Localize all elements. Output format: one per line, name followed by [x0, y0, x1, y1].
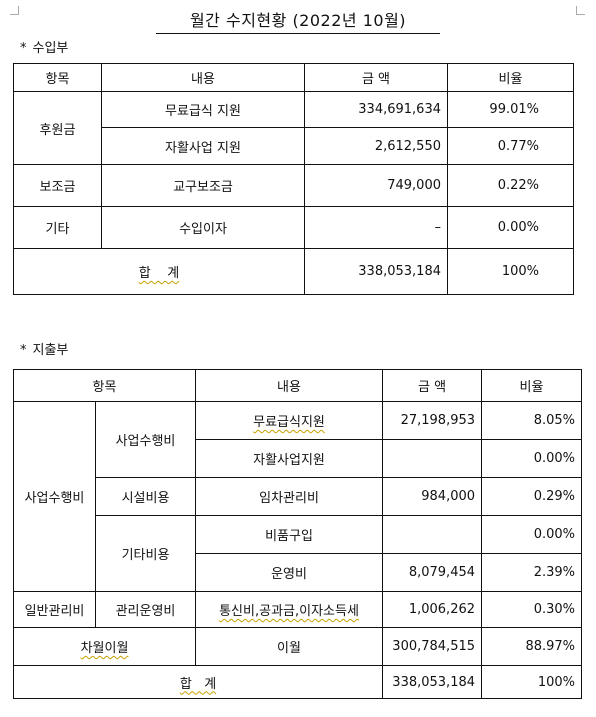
row-amount: 1,006,262	[382, 591, 483, 628]
row-ratio: 0.29%	[481, 477, 583, 516]
document-title: 월간 수지현황 (2022년 10월)	[156, 10, 440, 34]
income-section-label: 수입부	[32, 41, 69, 56]
total-ratio: 100%	[481, 665, 583, 699]
header-ratio: 비율	[481, 369, 583, 402]
carryover-label: 차월이월	[12, 627, 197, 666]
page-corner-mark-left	[10, 6, 19, 15]
row-amount	[382, 439, 483, 478]
carryover-amount: 300,784,515	[382, 627, 483, 666]
row-ratio: 2.39%	[481, 553, 583, 592]
total-ratio: 100%	[447, 248, 574, 295]
page-corner-mark-right	[576, 6, 585, 15]
table-row: 보조금 교구보조금 749,000 0.22%	[13, 164, 574, 207]
row-content: 임차관리비	[195, 477, 384, 516]
expense-section-title: * 지출부	[20, 343, 68, 359]
table-row: 자활사업 지원 2,612,550 0.77%	[14, 127, 574, 165]
row-ratio: 8.05%	[481, 401, 583, 440]
header-ratio: 비율	[447, 63, 574, 92]
income-section-title: * 수입부	[20, 41, 68, 57]
row-amount: 984,000	[382, 477, 483, 516]
income-table: 항목 내용 금 액 비율 후원금 무료급식 지원 334,691,634 99.…	[13, 63, 574, 295]
group-business: 사업수행비	[13, 401, 96, 592]
row-amount: 334,691,634	[304, 91, 448, 128]
total-label: 합 계	[13, 248, 305, 295]
header-content: 내용	[101, 63, 305, 92]
row-content: 비품구입	[195, 515, 384, 554]
group-other: 기타	[13, 206, 102, 249]
table-row: 일반관리비 관리운영비 통신비,공과금,이자소득세 1,006,262 0.30…	[13, 591, 583, 628]
subgroup-misc: 기타비용	[94, 515, 197, 592]
total-row: 합 계 338,053,184 100%	[13, 248, 574, 295]
row-ratio: 0.00%	[447, 206, 574, 249]
table-header-row: 항목 내용 금 액 비율	[12, 369, 583, 402]
total-amount: 338,053,184	[304, 248, 448, 295]
table-row: 사업수행비 사업수행비 무료급식지원 27,198,953 8.05%	[13, 401, 583, 592]
carryover-row: 차월이월 이월 300,784,515 88.97%	[12, 627, 583, 666]
table-row: 후원금 무료급식 지원 334,691,634 99.01%	[13, 91, 574, 165]
row-amount: –	[304, 206, 448, 249]
row-content: 무료급식지원	[195, 401, 384, 440]
header-item: 항목	[12, 369, 197, 402]
row-content: 자활사업 지원	[101, 127, 305, 165]
header-item: 항목	[13, 63, 102, 92]
row-ratio: 0.22%	[447, 164, 574, 207]
table-row: 자활사업지원 0.00%	[14, 439, 583, 478]
group-general: 일반관리비	[13, 591, 96, 628]
table-row: 운영비 8,079,454 2.39%	[14, 553, 583, 592]
row-ratio: 0.30%	[481, 591, 583, 628]
subgroup-business: 사업수행비	[94, 401, 197, 478]
total-label-text: 합 계	[138, 266, 180, 281]
total-row: 합 계 338,053,184 100%	[12, 665, 583, 699]
header-content: 내용	[195, 369, 384, 402]
total-amount: 338,053,184	[382, 665, 483, 699]
subgroup-admin: 관리운영비	[94, 591, 197, 628]
carryover-ratio: 88.97%	[481, 627, 583, 666]
row-amount: 27,198,953	[382, 401, 483, 440]
table-row: 시설비용 임차관리비 984,000 0.29%	[14, 477, 583, 516]
expense-section-label: 지출부	[32, 343, 69, 358]
row-ratio: 0.00%	[481, 515, 583, 554]
row-amount: 2,612,550	[304, 127, 448, 165]
row-content: 수입이자	[101, 206, 305, 249]
row-content: 통신비,공과금,이자소득세	[195, 591, 384, 628]
row-ratio: 0.77%	[447, 127, 574, 165]
table-row: 기타비용 비품구입 0.00%	[14, 515, 583, 592]
table-header-row: 항목 내용 금 액 비율	[13, 63, 574, 92]
total-label-text: 합 계	[179, 676, 217, 692]
table-row: 기타 수입이자 – 0.00%	[13, 206, 574, 249]
row-content: 자활사업지원	[195, 439, 384, 478]
row-content-text: 통신비,공과금,이자소득세	[219, 604, 359, 619]
row-amount: 8,079,454	[382, 553, 483, 592]
group-donation: 후원금	[13, 91, 102, 165]
total-label: 합 계	[12, 665, 384, 699]
carryover-label-text: 차월이월	[80, 641, 129, 656]
row-amount	[382, 515, 483, 554]
row-content: 교구보조금	[101, 164, 305, 207]
row-content-text: 무료급식지원	[253, 415, 325, 430]
row-ratio: 99.01%	[447, 91, 574, 128]
carryover-content: 이월	[195, 627, 384, 666]
row-amount: 749,000	[304, 164, 448, 207]
row-ratio: 0.00%	[481, 439, 583, 478]
group-subsidy: 보조금	[13, 164, 102, 207]
row-content: 무료급식 지원	[101, 91, 305, 128]
bullet-asterisk-icon: *	[20, 41, 27, 56]
bullet-asterisk-icon: *	[20, 343, 27, 358]
header-amount: 금 액	[382, 369, 483, 402]
row-content: 운영비	[195, 553, 384, 592]
subgroup-facility: 시설비용	[94, 477, 197, 516]
header-amount: 금 액	[304, 63, 448, 92]
expense-table: 항목 내용 금 액 비율 사업수행비 사업수행비 무료급식지원 27,198,9…	[12, 369, 583, 699]
